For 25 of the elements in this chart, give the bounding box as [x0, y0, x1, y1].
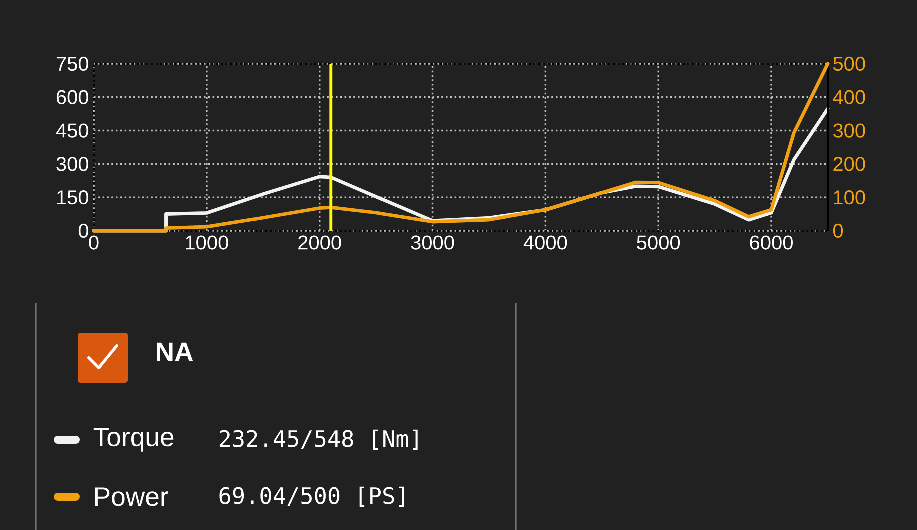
text: 69.04/500 [PS] — [220, 486, 404, 508]
y2-tick-label: 400 — [833, 90, 866, 104]
x-tick-label: 3000 — [411, 236, 454, 250]
x-tick-label: 6000 — [750, 236, 793, 250]
x-tick-label: 0 — [89, 236, 99, 250]
y2-tick-label: 500 — [833, 56, 866, 72]
y2-tick-label: 100 — [834, 190, 866, 205]
y2-tick-label: 200 — [834, 157, 866, 172]
y2-tick-label: 300 — [833, 124, 866, 138]
x-tick-label: 5000 — [637, 236, 680, 250]
y-tick-label: 600 — [56, 90, 88, 104]
x-tick-label: 1000 — [186, 236, 228, 250]
y2-tick-label: 0 — [833, 224, 844, 238]
legend-title: NA — [157, 342, 194, 362]
y-tick-label: 450 — [56, 124, 88, 138]
legend-label: Power — [95, 488, 168, 506]
y-tick-label: 150 — [57, 190, 88, 205]
legend-label: Torque — [94, 428, 174, 452]
text: 232.45/548 [Nm] — [220, 430, 418, 450]
y-tick-label: 300 — [56, 157, 88, 172]
x-tick-label: 4000 — [524, 236, 568, 250]
y-tick-label: 0 — [78, 224, 89, 238]
y-tick-label: 750 — [56, 56, 88, 72]
line-series — [92, 62, 830, 233]
x-tick-label: 2000 — [298, 236, 342, 250]
